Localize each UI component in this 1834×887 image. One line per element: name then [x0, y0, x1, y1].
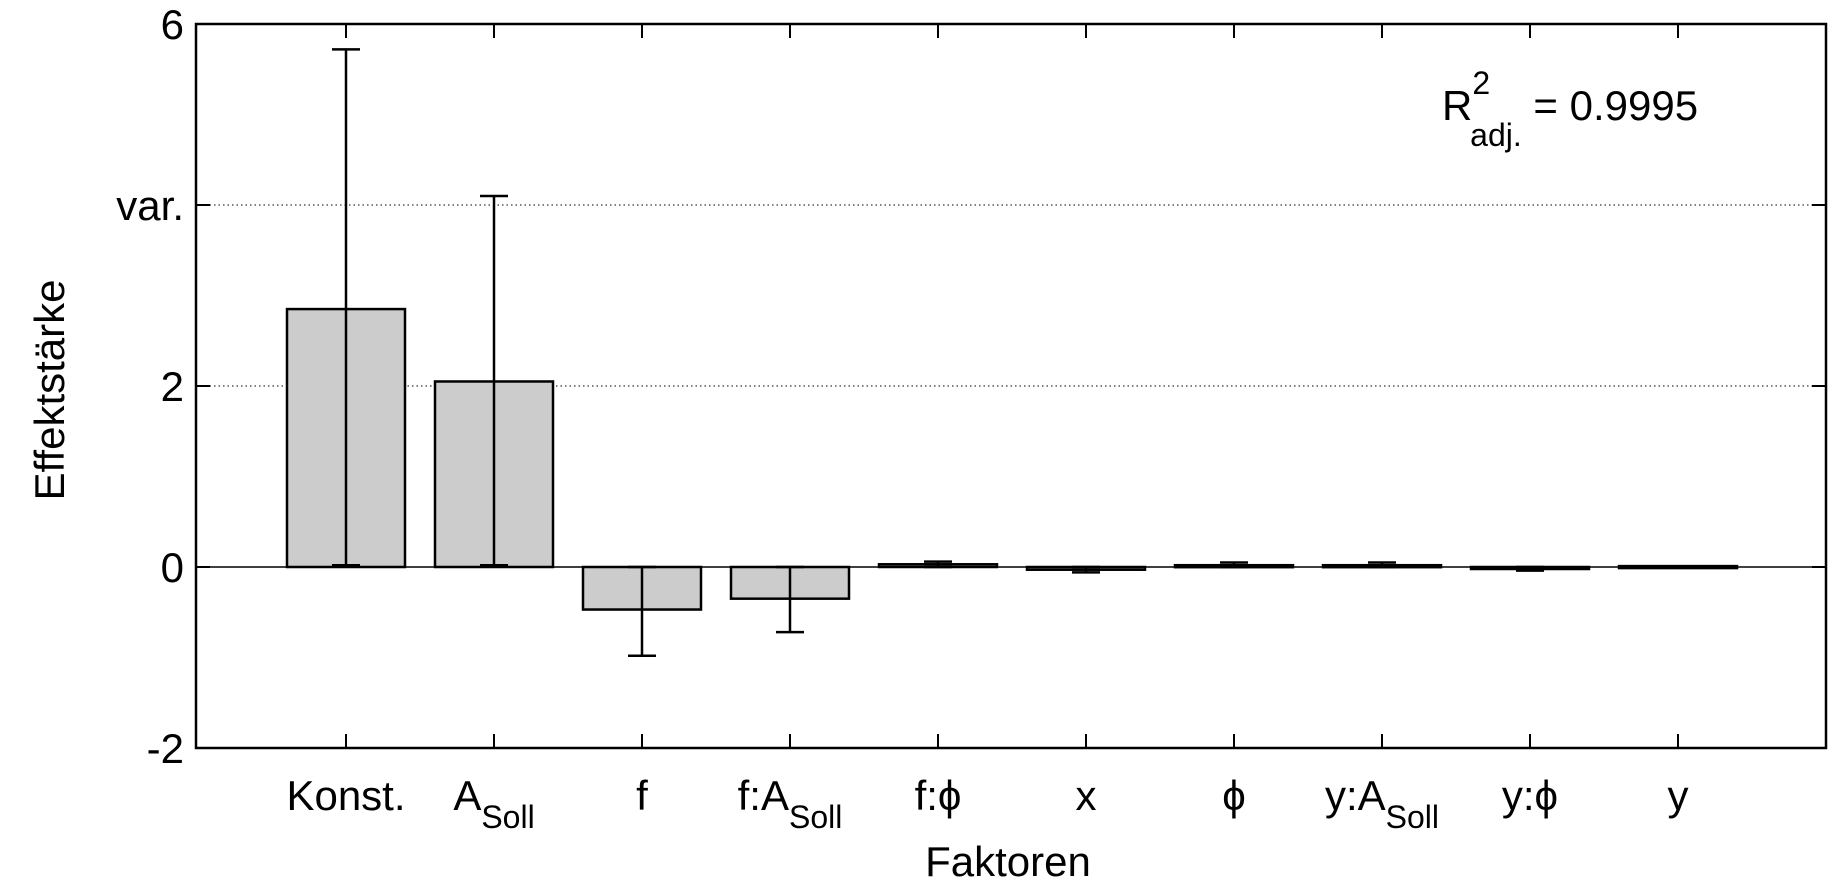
category-main: y:ϕ: [1502, 772, 1558, 819]
category-main: Konst.: [286, 772, 405, 819]
x-axis-label: Faktoren: [925, 838, 1091, 885]
category-subscript: Soll: [1386, 799, 1439, 835]
category-main: y: [1668, 772, 1689, 819]
x-category-label: f:ASoll: [738, 772, 843, 835]
x-category-label: x: [1076, 772, 1097, 819]
x-category-label: ASoll: [453, 772, 534, 835]
category-main: f:A: [738, 772, 789, 819]
x-category-label: f:ϕ: [915, 772, 962, 819]
r-squared-annotation: R2 adj. = 0.9995: [1442, 65, 1698, 153]
category-main: f:ϕ: [915, 772, 962, 819]
r-squared-prefix: R: [1442, 82, 1472, 129]
r-squared-sup: 2: [1472, 65, 1490, 101]
grid-lines: [196, 204, 1826, 387]
x-category-label: y:ϕ: [1502, 772, 1558, 819]
x-category-label: f: [636, 772, 648, 819]
x-category-label: y:ASoll: [1325, 772, 1439, 835]
category-main: A: [453, 772, 481, 819]
y-tick-label: -2: [147, 725, 184, 772]
category-subscript: Soll: [481, 799, 534, 835]
category-subscript: Soll: [789, 799, 842, 835]
category-main: f: [636, 772, 648, 819]
x-category-labels: Konst. ASoll f f:ASoll f:ϕ x ϕ y:ASoll y:ϕ y: [286, 772, 1688, 835]
category-main: x: [1076, 772, 1097, 819]
axis-ticks: [196, 23, 1826, 749]
y-tick-label: 6: [161, 1, 184, 48]
x-category-label: ϕ: [1222, 772, 1246, 819]
x-category-label: Konst.: [286, 772, 405, 819]
r-squared-value: = 0.9995: [1522, 82, 1698, 129]
r-squared-sub: adj.: [1470, 117, 1522, 153]
y-tick-label: 0: [161, 544, 184, 591]
y-tick-labels: -2 0 2 var. 6: [116, 1, 184, 772]
y-tick-label: 2: [161, 363, 184, 410]
y-axis-label: Effektstärke: [26, 280, 73, 501]
category-main: ϕ: [1222, 772, 1246, 819]
y-tick-label: var.: [116, 182, 184, 229]
x-category-label: y: [1668, 772, 1689, 819]
category-main: y:A: [1325, 772, 1386, 819]
